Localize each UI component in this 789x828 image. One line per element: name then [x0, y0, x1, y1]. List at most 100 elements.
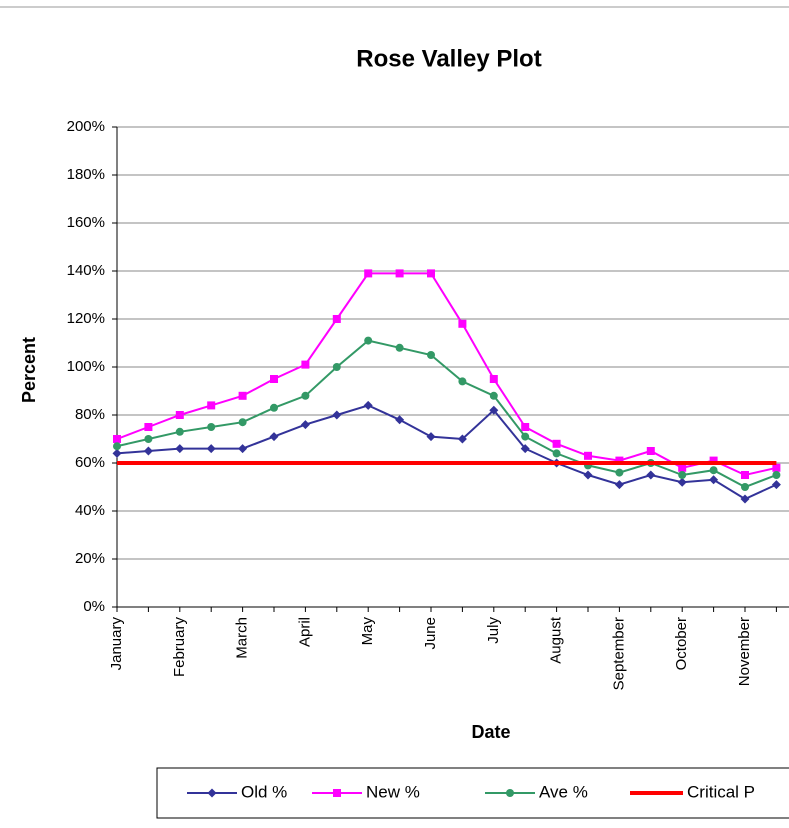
- data-point: [584, 451, 592, 460]
- data-point: [426, 432, 436, 442]
- data-point: [144, 423, 153, 431]
- data-point: [552, 449, 561, 458]
- legend-label: Ave %: [539, 782, 588, 801]
- legend-box: [156, 767, 789, 819]
- legend-marker: [506, 789, 514, 797]
- data-point: [489, 405, 499, 415]
- data-point: [772, 463, 781, 472]
- x-tick-label: February: [171, 617, 188, 678]
- data-point: [678, 463, 687, 472]
- data-point: [614, 480, 624, 490]
- data-point: [741, 483, 749, 491]
- data-point: [521, 432, 530, 441]
- data-point: [270, 403, 278, 412]
- y-tick-label: 180%: [67, 166, 105, 183]
- data-point: [207, 423, 216, 431]
- data-point: [206, 444, 216, 454]
- data-point: [270, 375, 278, 383]
- data-point: [364, 269, 373, 278]
- y-tick-label: 0%: [83, 598, 105, 615]
- data-point: [301, 360, 310, 369]
- data-point: [427, 269, 435, 278]
- data-point: [238, 418, 247, 427]
- data-point: [395, 343, 404, 352]
- data-point: [520, 444, 530, 454]
- data-point: [427, 351, 435, 359]
- data-point: [269, 432, 279, 442]
- y-tick-label: 80%: [75, 406, 105, 423]
- x-tick-label: November: [736, 617, 753, 686]
- x-tick-label: October: [673, 617, 690, 670]
- data-point: [364, 336, 373, 345]
- data-point: [301, 391, 310, 400]
- x-tick-label: April: [296, 617, 313, 647]
- data-point: [521, 423, 530, 431]
- x-axis-title: Date: [471, 722, 510, 742]
- data-point: [677, 477, 687, 487]
- data-point: [207, 401, 216, 410]
- y-tick-label: 100%: [67, 358, 105, 375]
- data-point: [709, 456, 718, 465]
- data-point: [678, 471, 687, 479]
- data-point: [709, 475, 719, 485]
- data-point: [646, 447, 655, 455]
- y-tick-label: 60%: [75, 454, 105, 471]
- data-point: [144, 435, 153, 443]
- x-tick-label: May: [359, 617, 376, 646]
- data-point: [175, 444, 185, 454]
- data-point: [332, 315, 341, 323]
- y-tick-label: 160%: [67, 214, 105, 231]
- data-point: [489, 391, 498, 400]
- legend-marker: [333, 789, 341, 797]
- data-point: [458, 319, 467, 328]
- y-axis-title: Percent: [19, 337, 39, 403]
- y-tick-label: 120%: [67, 310, 105, 327]
- data-point: [740, 494, 750, 504]
- data-point: [113, 435, 121, 443]
- y-tick-label: 20%: [75, 550, 105, 567]
- data-point: [175, 427, 184, 436]
- series-line: [116, 339, 777, 489]
- data-point: [143, 446, 153, 456]
- data-point: [332, 363, 341, 371]
- data-point: [552, 439, 561, 448]
- data-point: [583, 470, 593, 480]
- x-tick-label: August: [548, 616, 565, 664]
- data-point: [363, 400, 373, 410]
- legend-label: New %: [366, 782, 420, 801]
- data-point: [709, 466, 718, 475]
- series-line: [116, 404, 777, 501]
- data-point: [238, 391, 247, 400]
- data-point: [615, 468, 624, 477]
- data-point: [457, 434, 467, 444]
- data-point: [395, 415, 405, 425]
- x-tick-label: June: [422, 617, 439, 650]
- y-tick-label: 40%: [75, 502, 105, 519]
- data-point: [458, 377, 467, 386]
- data-point: [741, 471, 749, 479]
- x-tick-label: January: [108, 617, 125, 671]
- legend-marker: [207, 788, 217, 798]
- data-point: [615, 456, 624, 465]
- x-tick-label: July: [485, 617, 502, 644]
- data-point: [395, 269, 404, 278]
- x-tick-label: September: [610, 617, 627, 690]
- legend-label: Critical P: [687, 782, 755, 801]
- series-line: [116, 272, 777, 477]
- y-tick-label: 200%: [67, 118, 105, 135]
- data-point: [300, 420, 310, 430]
- data-point: [771, 480, 781, 490]
- data-point: [646, 470, 656, 480]
- data-point: [489, 375, 498, 383]
- data-point: [238, 444, 248, 454]
- legend-label: Old %: [241, 782, 287, 801]
- y-tick-label: 140%: [67, 262, 105, 279]
- data-point: [112, 448, 122, 458]
- chart-title: Rose Valley Plot: [356, 45, 541, 72]
- data-point: [772, 471, 781, 479]
- data-point: [175, 411, 184, 419]
- data-point: [332, 410, 342, 420]
- x-tick-label: March: [234, 617, 251, 659]
